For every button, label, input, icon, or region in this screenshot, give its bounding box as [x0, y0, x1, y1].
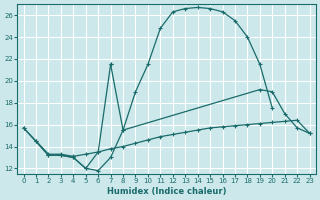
X-axis label: Humidex (Indice chaleur): Humidex (Indice chaleur)	[107, 187, 226, 196]
